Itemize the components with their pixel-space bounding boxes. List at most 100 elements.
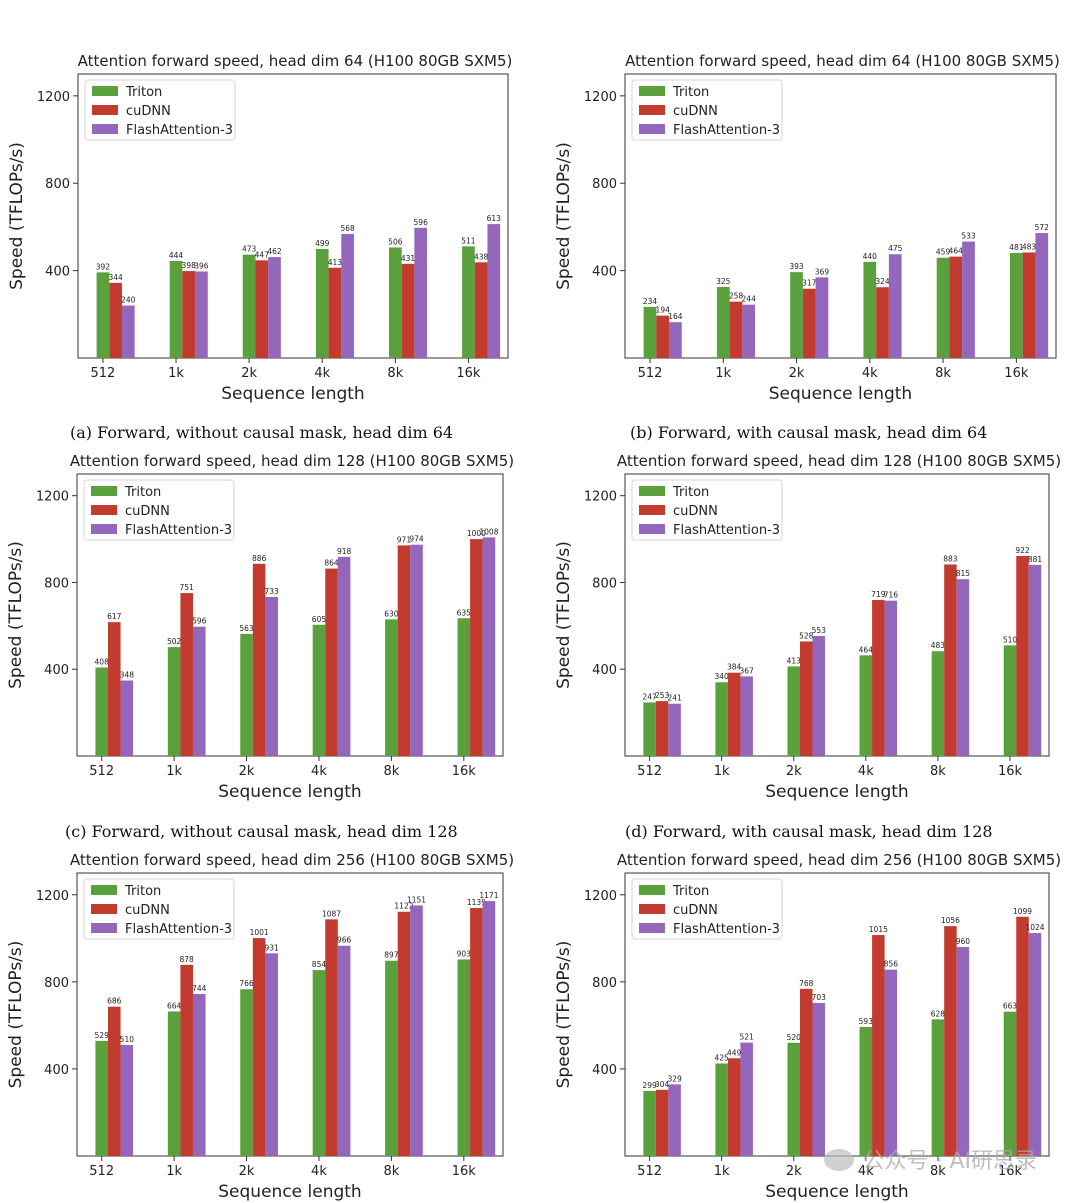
bar-value-label: 483: [931, 641, 946, 650]
bar-value-label: 751: [180, 583, 195, 592]
bar-triton: [643, 306, 657, 358]
x-tick-label: 2k: [789, 366, 805, 381]
x-tick-label: 2k: [239, 764, 255, 779]
x-tick-label: 8k: [387, 366, 403, 381]
bar-triton: [95, 667, 108, 756]
bar-value-label: 317: [802, 279, 817, 288]
y-axis-label: Speed (TFLOPs/s): [6, 941, 26, 1089]
bar-flashattention-3: [121, 305, 135, 358]
bar-value-label: 628: [931, 1009, 946, 1018]
bar-cudnn: [401, 263, 415, 358]
legend-swatch: [639, 885, 665, 895]
bar-cudnn: [182, 271, 196, 358]
bar-triton: [96, 272, 110, 358]
legend-box: [83, 479, 235, 541]
bar-value-label: 393: [789, 262, 804, 271]
bar-triton: [240, 989, 253, 1156]
chart-title: Attention forward speed, head dim 64 (H1…: [625, 52, 1060, 70]
bar-cudnn: [325, 568, 338, 756]
legend-label: cuDNN: [125, 504, 170, 519]
bar-value-label: 974: [409, 535, 424, 544]
bar-cudnn: [1022, 252, 1036, 358]
bar-triton: [931, 651, 945, 756]
plot-frame: [76, 872, 504, 1157]
bar-value-label: 447: [255, 250, 270, 259]
legend-swatch: [91, 885, 117, 895]
bar-flashattention-3: [1028, 933, 1042, 1156]
bar-value-label: 367: [740, 666, 755, 675]
x-axis-label: Sequence length: [218, 1182, 361, 1202]
bar-triton: [715, 682, 728, 756]
y-tick-label: 1200: [36, 889, 69, 904]
bar-value-label: 719: [871, 590, 886, 599]
y-axis-label: Speed (TFLOPs/s): [7, 142, 27, 290]
bar-cudnn: [1016, 555, 1029, 756]
bar-flashattention-3: [812, 1002, 826, 1156]
bar-value-label: 510: [120, 1035, 135, 1044]
bar-triton: [312, 624, 326, 756]
bar-value-label: 922: [1015, 546, 1030, 555]
legend-swatch: [639, 124, 665, 134]
legend-label: Triton: [672, 884, 709, 899]
bar-triton: [385, 960, 398, 1156]
bar-cudnn: [656, 315, 670, 358]
bar-cudnn: [397, 545, 411, 756]
bar-value-label: 499: [315, 239, 330, 248]
bar-cudnn: [949, 256, 963, 358]
bar-flashattention-3: [120, 1044, 134, 1156]
bar-triton: [1009, 252, 1023, 358]
legend-label: cuDNN: [673, 104, 718, 119]
legend-label: FlashAttention-3: [673, 523, 780, 538]
bar-cudnn: [727, 672, 741, 756]
bar-value-label: 247: [642, 692, 657, 701]
bar-value-label: 510: [1003, 635, 1018, 644]
chart-panel-1: Attention forward speed, head dim 64 (H1…: [7, 52, 512, 404]
bar-cudnn: [252, 938, 266, 1156]
x-tick-label: 1k: [166, 764, 182, 779]
y-tick-label: 1200: [37, 90, 70, 105]
bar-value-label: 1056: [941, 916, 960, 925]
bar-value-label: 234: [643, 297, 658, 306]
bar-value-label: 617: [107, 612, 122, 621]
bar-triton: [315, 248, 329, 358]
bar-cudnn: [655, 1089, 669, 1156]
x-tick-label: 4k: [862, 366, 878, 381]
legend-swatch: [91, 505, 117, 515]
bar-cudnn: [252, 563, 266, 756]
plot-frame: [76, 473, 504, 757]
legend-label: Triton: [672, 485, 709, 500]
bar-value-label: 324: [875, 277, 890, 286]
bar-value-label: 1099: [1013, 907, 1032, 916]
legend-label: Triton: [124, 485, 161, 500]
bar-flashattention-3: [668, 1084, 681, 1156]
bar-cudnn: [397, 911, 411, 1156]
y-tick-label: 400: [44, 1063, 69, 1078]
bar-flashattention-3: [192, 994, 206, 1156]
bar-triton: [931, 1019, 945, 1156]
bar-value-label: 164: [668, 312, 683, 321]
y-tick-label: 400: [45, 265, 70, 280]
bar-flashattention-3: [956, 579, 970, 756]
bar-value-label: 241: [667, 694, 682, 703]
bar-value-label: 903: [457, 949, 472, 958]
bar-cudnn: [470, 539, 483, 756]
x-tick-label: 8k: [930, 1164, 946, 1179]
chart-panel-6: Attention forward speed, head dim 256 (H…: [554, 851, 1061, 1202]
bar-value-label: 630: [384, 609, 399, 618]
bar-triton: [167, 1011, 181, 1156]
legend-label: FlashAttention-3: [125, 922, 232, 937]
bar-cudnn: [802, 288, 816, 358]
bar-triton: [863, 261, 877, 358]
bar-flashattention-3: [812, 636, 826, 756]
bar-flashattention-3: [482, 537, 496, 756]
bar-value-label: 572: [1035, 223, 1050, 232]
bar-value-label: 596: [192, 617, 207, 626]
legend-label: cuDNN: [673, 504, 718, 519]
x-tick-label: 1k: [715, 366, 731, 381]
x-tick-label: 512: [89, 1164, 114, 1179]
bar-value-label: 462: [267, 247, 282, 256]
bar-value-label: 744: [192, 984, 207, 993]
bar-flashattention-3: [956, 947, 970, 1156]
bar-value-label: 971: [397, 535, 412, 544]
